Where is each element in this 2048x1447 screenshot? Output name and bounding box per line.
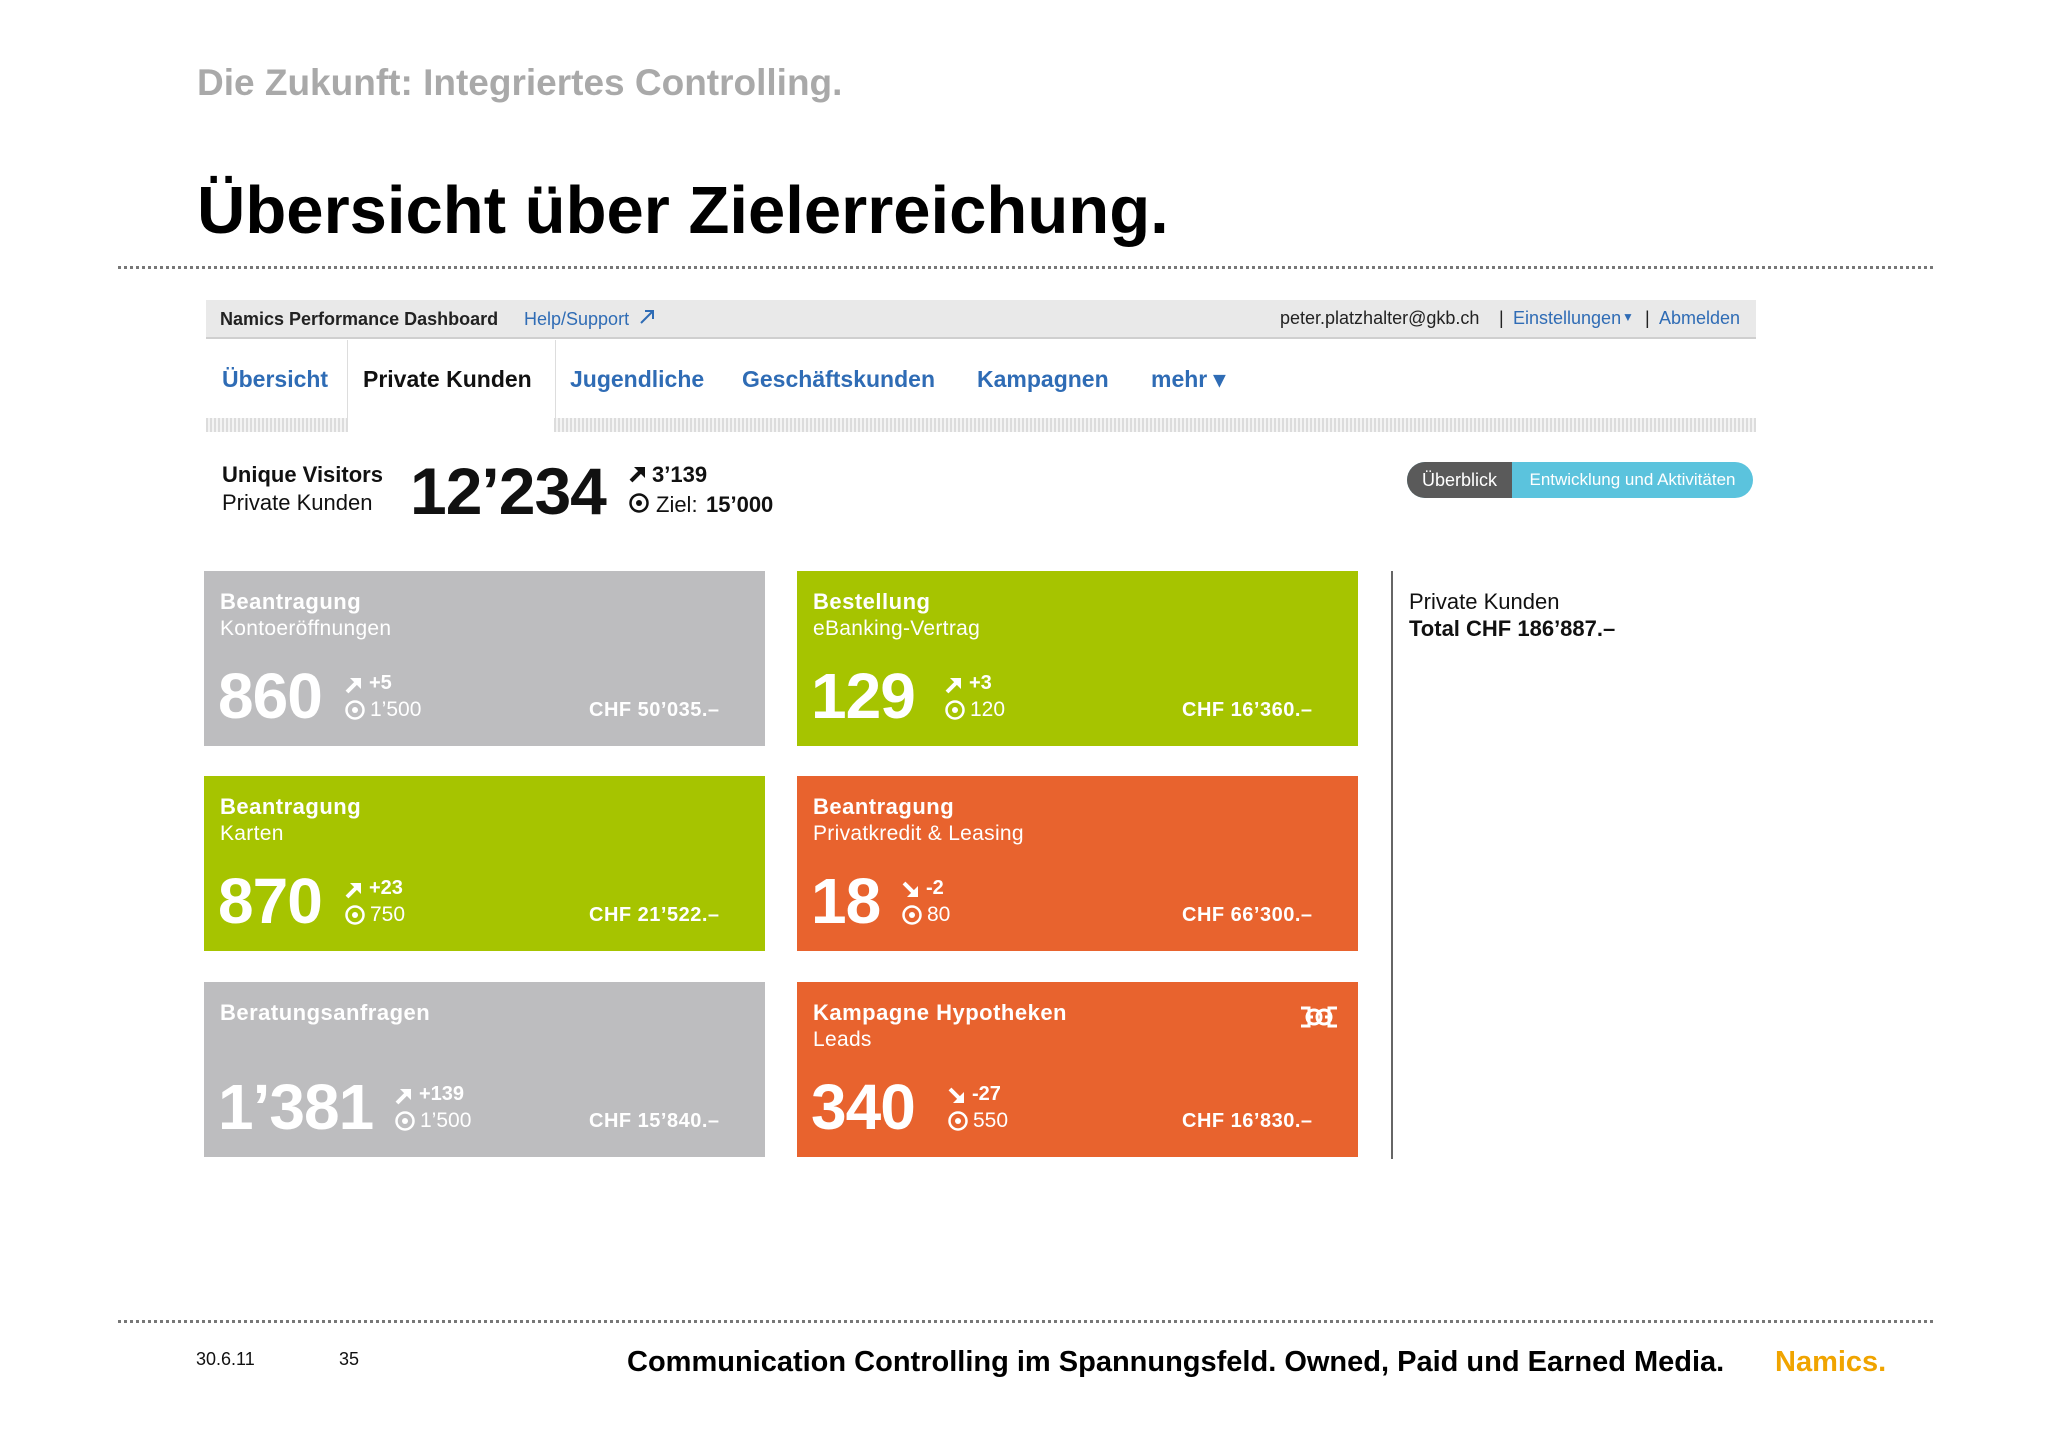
card-title: Bestellung	[813, 589, 931, 614]
card-target: 80	[927, 903, 951, 926]
target-icon	[948, 1111, 968, 1131]
card-subtitle: Kontoeröffnungen	[220, 617, 392, 640]
trend-up-icon	[345, 678, 361, 694]
card-amount: CHF 66’300.–	[1182, 904, 1313, 926]
card-value: 129	[811, 660, 916, 732]
card-amount: CHF 21’522.–	[589, 904, 720, 926]
tab-jugendliche[interactable]: Jugendliche	[570, 366, 705, 392]
kpi-value: 12’234	[410, 454, 607, 528]
campaign-icon[interactable]	[1297, 1002, 1341, 1032]
kpi-target-label: Ziel:	[656, 492, 698, 517]
footer-brand: Namics.	[1775, 1346, 1887, 1378]
tab-strip	[206, 418, 347, 432]
kpi-sublabel: Private Kunden	[222, 490, 373, 515]
card-delta: +23	[369, 877, 403, 899]
card-target: 1’500	[370, 698, 422, 721]
card-value: 18	[811, 865, 881, 937]
card-amount: CHF 50’035.–	[589, 699, 720, 721]
card-amount: CHF 16’830.–	[1182, 1110, 1313, 1132]
metric-card[interactable]: Beantragung Privatkredit & Leasing 18 -2 80 C…	[797, 776, 1358, 951]
external-link-icon[interactable]	[638, 306, 656, 326]
metric-card[interactable]: Bestellung eBanking-Vertrag 129 +3 120 CHF 16…	[797, 571, 1358, 746]
card-target: 1’500	[420, 1109, 472, 1132]
card-delta: +5	[369, 672, 392, 694]
target-icon	[345, 700, 365, 720]
card-title: Beantragung	[813, 794, 955, 819]
footer-date: 30.6.11	[196, 1349, 255, 1369]
tab-strip	[554, 418, 1756, 432]
target-icon	[629, 493, 649, 513]
card-subtitle: eBanking-Vertrag	[813, 617, 981, 640]
target-icon	[395, 1111, 415, 1131]
metric-card[interactable]: Beratungsanfragen 1’381 +139 1’500 CHF 15’84…	[204, 982, 765, 1157]
footer-text: Communication Controlling im Spannungsfe…	[627, 1346, 1725, 1378]
card-delta: -27	[972, 1083, 1001, 1105]
metric-card[interactable]: Kampagne Hypotheken Leads 340 -27 550 CHF 16’…	[797, 982, 1358, 1157]
slide-subtitle: Die Zukunft: Integriertes Controlling.	[197, 62, 843, 103]
help-support-link[interactable]: Help/Support	[524, 309, 630, 329]
card-value: 1’381	[218, 1071, 374, 1143]
footer-page-number: 35	[339, 1349, 360, 1369]
view-toggle: Überblick Entwicklung und Aktivitäten	[1407, 462, 1753, 498]
user-email: peter.platzhalter@gkb.ch	[1280, 308, 1480, 328]
toggle-overview-button[interactable]: Überblick	[1407, 462, 1512, 498]
target-icon	[345, 905, 365, 925]
app-name: Namics Performance Dashboard	[220, 309, 499, 329]
card-subtitle: Karten	[220, 822, 284, 845]
bottom-divider	[118, 1320, 1933, 1323]
trend-down-icon	[902, 881, 918, 897]
card-delta: +3	[969, 672, 992, 694]
tab-private-kunden[interactable]: Private Kunden	[363, 366, 532, 392]
trend-down-icon	[948, 1087, 964, 1103]
summary-total: Total CHF 186’887.–	[1409, 616, 1616, 641]
card-value: 870	[218, 865, 323, 937]
card-target: 550	[973, 1109, 1009, 1132]
card-title: Beratungsanfragen	[220, 1000, 431, 1025]
card-delta: +139	[419, 1083, 465, 1105]
chevron-down-icon[interactable]: ▼	[1622, 310, 1634, 324]
card-title: Beantragung	[220, 794, 362, 819]
trend-up-icon	[345, 883, 361, 899]
settings-link[interactable]: Einstellungen	[1513, 308, 1622, 328]
card-target: 120	[970, 698, 1006, 721]
card-value: 340	[811, 1071, 916, 1143]
card-title: Beantragung	[220, 589, 362, 614]
active-tab-background	[347, 340, 556, 432]
trend-up-icon	[395, 1089, 411, 1105]
card-value: 860	[218, 660, 323, 732]
card-subtitle: Privatkredit & Leasing	[813, 822, 1024, 845]
target-icon	[945, 700, 965, 720]
metric-card[interactable]: Beantragung Kontoeröffnungen 860 +5 1’500 CHF…	[204, 571, 765, 746]
summary-label: Private Kunden	[1409, 589, 1560, 614]
tab-geschaeftskunden[interactable]: Geschäftskunden	[742, 366, 935, 392]
card-amount: CHF 16’360.–	[1182, 699, 1313, 721]
card-subtitle: Leads	[813, 1028, 872, 1051]
top-divider	[118, 266, 1933, 269]
target-icon	[902, 905, 922, 925]
trend-up-icon	[629, 467, 645, 483]
toggle-development-button[interactable]: Entwicklung und Aktivitäten	[1529, 470, 1736, 489]
slide-title: Übersicht über Zielerreichung.	[197, 173, 1169, 248]
card-amount: CHF 15’840.–	[589, 1110, 720, 1132]
tab-uebersicht[interactable]: Übersicht	[222, 366, 329, 392]
tab-mehr[interactable]: mehr ▾	[1151, 366, 1226, 392]
kpi-delta: 3’139	[652, 462, 708, 487]
summary-divider	[1391, 571, 1393, 1159]
separator: |	[1499, 308, 1504, 328]
card-title: Kampagne Hypotheken	[813, 1000, 1067, 1025]
card-target: 750	[370, 903, 406, 926]
logout-link[interactable]: Abmelden	[1659, 308, 1741, 328]
dashboard-topbar: Namics Performance Dashboard Help/Suppor…	[206, 300, 1756, 339]
kpi-label: Unique Visitors	[222, 462, 383, 487]
trend-up-icon	[945, 678, 961, 694]
tab-kampagnen[interactable]: Kampagnen	[977, 366, 1109, 392]
separator: |	[1645, 308, 1650, 328]
metric-card[interactable]: Beantragung Karten 870 +23 750 CHF 21’522.–	[204, 776, 765, 951]
kpi-target: 15’000	[706, 492, 774, 517]
card-delta: -2	[926, 877, 944, 899]
